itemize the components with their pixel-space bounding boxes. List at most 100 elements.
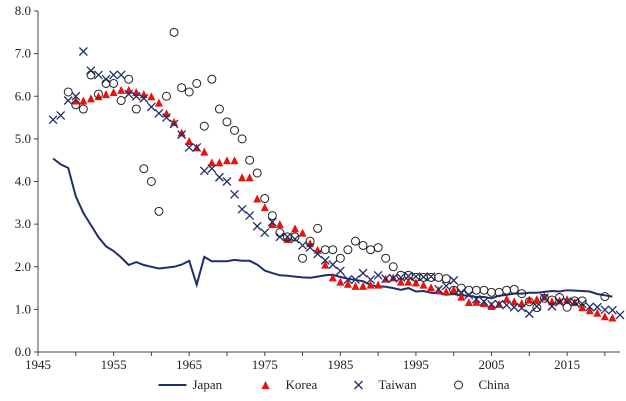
series-korea-point [464, 298, 473, 307]
series-korea [71, 85, 617, 322]
series-korea-point [185, 137, 194, 146]
series-china-point [366, 245, 376, 255]
series-korea-point [177, 128, 186, 137]
y-tick-label: 4.0 [15, 174, 31, 189]
y-tick-label: 5.0 [15, 131, 31, 146]
series-korea-point [336, 277, 345, 286]
series-taiwan-point [222, 177, 232, 186]
series-korea-point [374, 280, 383, 289]
series-china-point [78, 104, 88, 114]
series-china-point [524, 297, 534, 307]
series-taiwan-point [532, 301, 542, 311]
series-korea-point [139, 90, 148, 99]
legend-swatch [354, 380, 363, 390]
series-korea-point [328, 273, 337, 282]
x-tick-label: 2005 [479, 357, 505, 372]
series-china-point [154, 206, 164, 216]
series-korea-point [200, 147, 209, 156]
series-korea-point [253, 194, 262, 203]
series-china-point [350, 236, 360, 246]
series-korea-point [472, 297, 481, 306]
series-taiwan-point [464, 290, 474, 300]
series-taiwan-point [471, 294, 481, 304]
series-china-point [381, 253, 391, 263]
series-taiwan-point [124, 89, 134, 99]
series-korea-point [86, 94, 95, 103]
series-taiwan-point [154, 108, 164, 118]
series-taiwan-point [252, 221, 262, 231]
series-korea-point [449, 285, 458, 294]
series-china-point [161, 91, 171, 101]
series-china-point [71, 100, 81, 110]
y-tick-label: 8.0 [15, 3, 31, 18]
series-taiwan-point [290, 234, 300, 244]
series-korea-point [215, 158, 224, 167]
series-taiwan-point [207, 164, 217, 174]
series-china-point [464, 285, 474, 295]
series-china-point [260, 194, 270, 204]
series-china-point [275, 228, 285, 238]
plot-area [48, 27, 625, 322]
series-taiwan-point [71, 91, 81, 101]
series-taiwan-point [366, 275, 376, 284]
series-korea-point [94, 92, 103, 101]
series-china-point [434, 272, 444, 282]
legend-label: Korea [286, 377, 318, 392]
axes: 0.0 1.0 2.0 3.0 4.0 5.0 6.0 7.0 8.0 1945 1955 1965 1… [15, 3, 620, 372]
series-china-point [116, 96, 126, 106]
series-china-point [101, 78, 111, 88]
series-taiwan-point [343, 275, 353, 284]
series-korea-point [79, 96, 88, 105]
series-china-point [237, 134, 247, 144]
series-taiwan-point [162, 113, 171, 123]
series-taiwan-point [305, 243, 315, 253]
series-taiwan-point [48, 115, 58, 125]
series-korea-point [245, 173, 254, 182]
series-taiwan-point [524, 309, 534, 319]
series-china-point [139, 164, 149, 174]
legend-swatch [454, 380, 463, 390]
series-korea-point [532, 295, 541, 304]
series-china-point [63, 87, 73, 97]
series-taiwan-point [388, 273, 398, 283]
series-china-point [146, 177, 156, 186]
legend-item-korea: Korea [261, 377, 318, 392]
series-china [63, 27, 610, 313]
series-china-point [169, 27, 179, 37]
series-taiwan-point [335, 266, 345, 276]
series-taiwan-point [109, 70, 119, 80]
series-korea-point [457, 292, 466, 301]
series-taiwan-point [381, 274, 391, 284]
series-taiwan-point [607, 305, 617, 315]
series-korea-point [540, 292, 549, 301]
series-korea-point [525, 295, 534, 304]
series-china-point [298, 253, 308, 263]
series-china-point [177, 83, 187, 93]
series-china-point [509, 284, 519, 294]
legend-item-taiwan: Taiwan [354, 377, 418, 392]
series-korea-point [154, 98, 163, 107]
legend-label: Taiwan [379, 377, 418, 392]
legend-label: China [479, 377, 510, 392]
series-china-point [373, 243, 383, 253]
series-korea-point [222, 156, 231, 165]
series-china-point [600, 292, 610, 302]
series-taiwan-point [313, 249, 323, 259]
series-china-point [313, 223, 323, 233]
series-china-point [252, 168, 262, 178]
series-taiwan-point [396, 272, 406, 282]
series-china-point [479, 285, 489, 295]
series-korea-point [578, 303, 587, 312]
series-taiwan-point [63, 96, 73, 105]
series-korea-point [517, 298, 526, 307]
series-china-point [86, 70, 96, 80]
series-taiwan-point [94, 70, 103, 80]
series-taiwan-point [199, 166, 209, 176]
series-china-point [358, 240, 368, 250]
series-taiwan-point [592, 302, 602, 312]
series-taiwan-point [509, 302, 519, 312]
series-taiwan-point [177, 130, 187, 140]
series-taiwan-point [260, 228, 270, 238]
legend-swatch [261, 381, 270, 389]
